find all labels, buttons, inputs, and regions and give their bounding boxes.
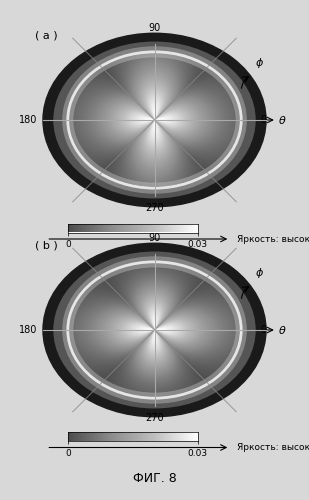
Text: $\phi$: $\phi$ [255,56,264,70]
Text: Яркость: высокая: Яркость: высокая [237,443,309,452]
Text: 90: 90 [148,24,161,34]
Text: 180: 180 [19,325,37,335]
Text: 270: 270 [145,412,164,422]
Text: $\phi$: $\phi$ [255,266,264,280]
Text: Яркость: высокая: Яркость: высокая [237,234,309,244]
Text: $\theta$: $\theta$ [278,324,287,336]
Text: 180: 180 [19,115,37,125]
Text: ( a ): ( a ) [35,31,57,41]
Text: 0: 0 [260,325,266,335]
Ellipse shape [43,34,266,206]
Text: $\theta$: $\theta$ [278,114,287,126]
Text: ФИГ. 8: ФИГ. 8 [133,472,176,485]
Ellipse shape [43,244,266,416]
Text: ( b ): ( b ) [35,241,57,251]
Ellipse shape [53,42,256,198]
Text: 90: 90 [148,234,161,243]
Text: 270: 270 [145,202,164,212]
Text: 0: 0 [260,115,266,125]
Ellipse shape [53,252,256,408]
